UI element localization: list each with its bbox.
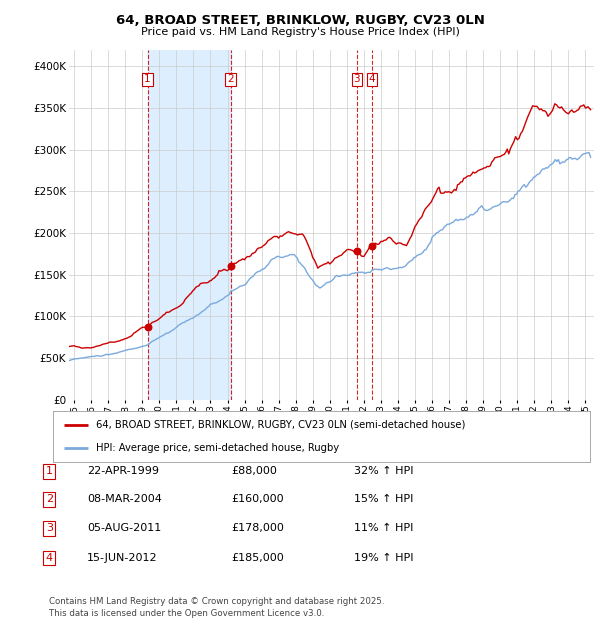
Text: 4: 4 [368,74,375,84]
Text: £88,000: £88,000 [231,466,277,476]
Text: 1: 1 [144,74,151,84]
Text: HPI: Average price, semi-detached house, Rugby: HPI: Average price, semi-detached house,… [96,443,339,453]
Text: 11% ↑ HPI: 11% ↑ HPI [354,523,413,533]
Text: 15-JUN-2012: 15-JUN-2012 [87,553,158,563]
Text: 2: 2 [46,494,53,504]
Text: 64, BROAD STREET, BRINKLOW, RUGBY, CV23 0LN: 64, BROAD STREET, BRINKLOW, RUGBY, CV23 … [116,14,484,27]
Text: 19% ↑ HPI: 19% ↑ HPI [354,553,413,563]
Text: 08-MAR-2004: 08-MAR-2004 [87,494,162,504]
Point [352,247,362,257]
Bar [148,50,230,400]
Point [143,322,152,332]
Text: £160,000: £160,000 [231,494,284,504]
Text: 22-APR-1999: 22-APR-1999 [87,466,159,476]
Text: £185,000: £185,000 [231,553,284,563]
Text: £178,000: £178,000 [231,523,284,533]
Text: Price paid vs. HM Land Registry's House Price Index (HPI): Price paid vs. HM Land Registry's House … [140,27,460,37]
Point [226,262,235,272]
Text: 2: 2 [227,74,234,84]
Text: 05-AUG-2011: 05-AUG-2011 [87,523,161,533]
Text: 15% ↑ HPI: 15% ↑ HPI [354,494,413,504]
Text: 32% ↑ HPI: 32% ↑ HPI [354,466,413,476]
Text: Contains HM Land Registry data © Crown copyright and database right 2025.
This d: Contains HM Land Registry data © Crown c… [49,597,385,618]
Text: 1: 1 [46,466,53,476]
Text: 4: 4 [46,553,53,563]
Text: 3: 3 [46,523,53,533]
Point [367,241,377,250]
Text: 3: 3 [353,74,360,84]
Text: 64, BROAD STREET, BRINKLOW, RUGBY, CV23 0LN (semi-detached house): 64, BROAD STREET, BRINKLOW, RUGBY, CV23 … [96,420,465,430]
